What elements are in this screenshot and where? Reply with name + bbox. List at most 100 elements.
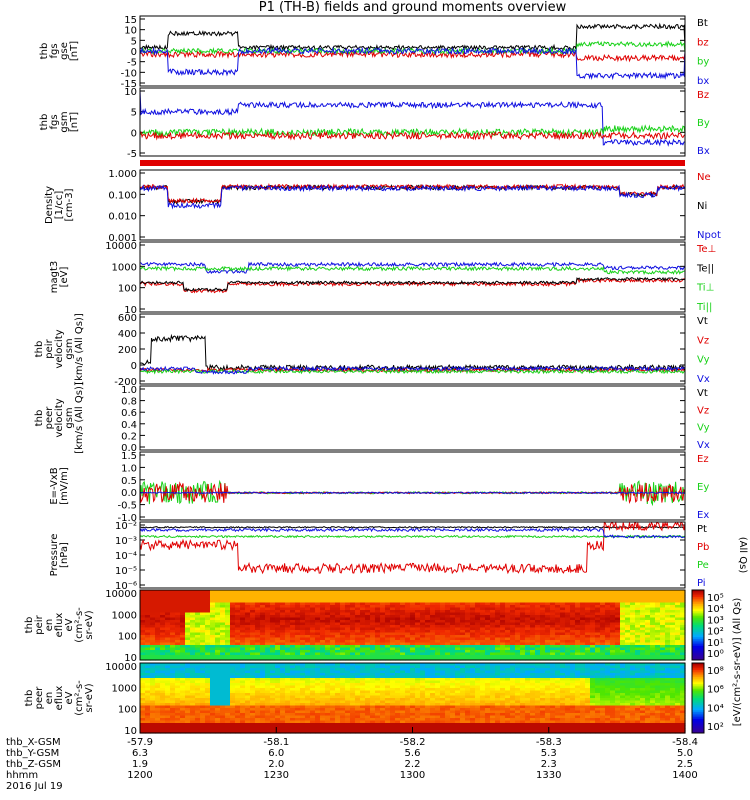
y-axis-label: magt3: [49, 261, 60, 294]
legend-entry: Te||: [696, 263, 714, 274]
x-tick-label: -57.9: [127, 737, 153, 748]
legend-entry: Ni: [697, 201, 707, 212]
y-tick-label: -5: [127, 58, 137, 69]
y-axis-label: [mV/m]: [59, 467, 70, 505]
series-by: [140, 40, 686, 56]
legend-entry: Ex: [697, 510, 709, 521]
y-tick-label: 10: [124, 726, 137, 737]
legend-entry: Vx: [697, 440, 710, 451]
colorbar-tick: 10³: [707, 615, 724, 626]
y-tick-label: 1000: [112, 262, 137, 273]
panel-frame: [139, 313, 686, 385]
y-axis-label: peir: [44, 338, 55, 358]
y-axis-label: [nPa]: [59, 542, 70, 568]
y-axis-label: gse: [59, 42, 70, 60]
y-axis-label: sr-eV): [84, 683, 95, 712]
x-tick-label: 2.3: [541, 759, 557, 770]
y-tick-label: 0: [131, 47, 137, 58]
y-axis-label: (cm²-s-: [74, 607, 85, 643]
y-tick-label: 0.8: [121, 397, 137, 408]
y-axis-label: [nT]: [69, 112, 80, 132]
y-axis-label: eV: [64, 691, 75, 704]
legend-entry: Ey: [697, 482, 709, 493]
x-tick-label: 1.9: [132, 759, 148, 770]
y-tick-label: 1.0: [121, 385, 137, 396]
x-tick-label: 1300: [400, 770, 425, 781]
y-axis-label: [nT]: [69, 41, 80, 61]
x-tick-label: 6.3: [132, 748, 148, 759]
legend-entry: Vt: [697, 388, 708, 399]
y-tick-label: 5: [131, 36, 137, 47]
colorbar-tick: 10²: [707, 627, 724, 638]
series-Te-par: [139, 276, 685, 293]
legend-entry: Pb: [697, 542, 709, 553]
x-tick-label: 5.6: [405, 748, 421, 759]
y-tick-label: 10⁻³: [115, 536, 137, 547]
x-tick-label: -58.4: [672, 737, 698, 748]
y-axis-label: thb: [24, 690, 35, 707]
legend-entry: Pt: [697, 524, 707, 535]
panel-4: magt3 [eV] 10000 1000 100 10 Te⊥ Te|| Ti⊥ Ti||: [49, 241, 716, 316]
y-axis-label: fgs: [49, 114, 60, 129]
y-tick-label: 100: [118, 632, 137, 643]
legend-entry: bx: [697, 76, 709, 87]
y-axis-label: eflux: [54, 613, 65, 638]
legend-entry: Ti⊥: [696, 283, 714, 294]
spectrogram-2: [140, 663, 686, 734]
y-tick-label: 0.0: [121, 443, 137, 454]
colorbar-tick: 10⁰: [707, 649, 724, 660]
y-tick-label: -1.0: [117, 513, 137, 524]
y-tick-label: 1.5: [121, 451, 137, 462]
y-axis-label: thb: [34, 410, 45, 427]
y-axis-label: sr-eV): [84, 610, 95, 639]
series-Ti-perp: [139, 265, 686, 276]
y-tick-label: 10⁻⁴: [115, 551, 137, 562]
legend-entry: Vy: [697, 423, 710, 434]
series-Pt: [139, 525, 686, 529]
separator-bar: [140, 160, 685, 166]
side-label: (All Qs): [737, 537, 748, 574]
y-tick-label: 15: [124, 15, 137, 26]
y-axis-label: gsm: [64, 338, 75, 359]
y-axis-label: peir: [34, 614, 45, 634]
legend-entry: Vy: [697, 355, 710, 366]
y-tick-label: 0.010: [108, 212, 137, 223]
x-tick-label: 2.0: [268, 759, 284, 770]
y-axis-label: gsm: [64, 407, 75, 428]
y-tick-label: 1.0: [121, 463, 137, 474]
legend-entry: Vt: [697, 316, 708, 327]
colorbar-2: 10⁸ 10⁶ 10⁴ 10²: [691, 662, 724, 734]
y-tick-label: 10000: [105, 589, 137, 600]
series-Bz: [139, 130, 686, 141]
series-Te-perp: [139, 277, 686, 294]
y-tick-label: 10000: [105, 662, 137, 673]
y-tick-label: 5: [131, 108, 137, 119]
y-tick-label: 10: [124, 87, 137, 98]
colorbar-tick: 10⁴: [707, 604, 724, 615]
colorbar-label: [eV/(cm²-s-sr-eV)] (All Qs): [732, 598, 743, 727]
series-Vt: [139, 333, 686, 373]
y-axis-label: gsm: [59, 111, 70, 132]
panel-5: thb peir velocity gsm [km/s (All Qs)] 600 400 2…: [34, 313, 710, 388]
series-Pe: [139, 534, 686, 539]
colorbar-frame: [691, 589, 705, 661]
y-tick-label: 10: [124, 26, 137, 37]
panel-9: thb peir en eflux eV (cm²-s-sr-eV) 10000 1000 10…: [24, 589, 685, 664]
legend-entry: Ez: [697, 454, 709, 465]
x-row-name: thb_X-GSM: [6, 737, 61, 748]
y-axis-label: Density: [44, 186, 55, 224]
legend-entry: Bt: [697, 18, 708, 29]
legend-entry: by: [697, 57, 709, 68]
y-axis-label: en: [44, 692, 55, 705]
y-tick-label: 0: [131, 128, 137, 139]
panel-frame: [139, 241, 686, 313]
y-tick-label: -15: [121, 79, 137, 90]
y-axis-label: (cm²-s-: [74, 680, 85, 716]
series-Bx: [139, 89, 686, 147]
legend-entry: Ti||: [696, 302, 712, 313]
panel-3: Density [1/cc] [cm-3] 1.000 0.100 0.010 0.001 N…: [44, 169, 721, 244]
x-tick-label: 6.0: [268, 748, 284, 759]
